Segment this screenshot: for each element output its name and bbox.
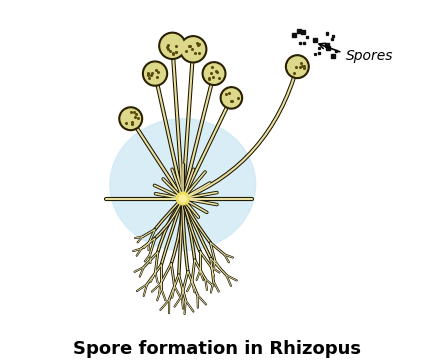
Text: Spores: Spores bbox=[345, 49, 392, 63]
Circle shape bbox=[202, 62, 225, 86]
Circle shape bbox=[144, 63, 165, 84]
Circle shape bbox=[158, 32, 185, 59]
Circle shape bbox=[121, 109, 140, 129]
Ellipse shape bbox=[110, 119, 255, 251]
Circle shape bbox=[287, 57, 306, 77]
Circle shape bbox=[204, 64, 223, 83]
Circle shape bbox=[285, 55, 309, 78]
Circle shape bbox=[181, 38, 204, 61]
Circle shape bbox=[161, 34, 184, 57]
Circle shape bbox=[176, 192, 189, 205]
Circle shape bbox=[179, 195, 186, 202]
Circle shape bbox=[118, 107, 142, 131]
Text: Spore formation in Rhizopus: Spore formation in Rhizopus bbox=[73, 340, 361, 358]
Circle shape bbox=[220, 87, 242, 109]
Circle shape bbox=[142, 61, 167, 86]
Circle shape bbox=[179, 36, 206, 63]
Circle shape bbox=[222, 89, 240, 107]
